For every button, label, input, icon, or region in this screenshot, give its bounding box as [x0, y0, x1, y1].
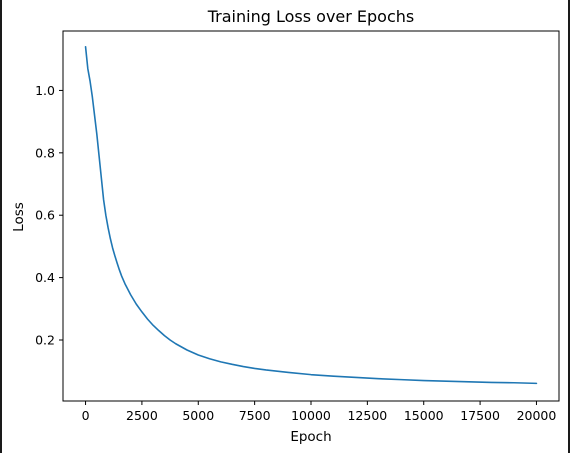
- window-frame-right: [568, 0, 570, 453]
- window-frame-left: [0, 0, 2, 453]
- x-tick-label-5: 12500: [347, 408, 387, 423]
- series-line-0: [84, 45, 538, 385]
- x-tick-label-6: 15000: [404, 408, 444, 423]
- x-tick-label-7: 17500: [460, 408, 500, 423]
- x-tick-label-2: 5000: [182, 408, 214, 423]
- y-axis-label: Loss: [11, 202, 27, 232]
- x-tick-label-1: 2500: [126, 408, 158, 423]
- y-tick-label-2: 0.6: [35, 208, 55, 223]
- y-tick-label-0: 0.2: [35, 333, 55, 348]
- x-tick-label-8: 20000: [517, 408, 557, 423]
- x-axis-label: Epoch: [290, 429, 331, 445]
- x-tick-label-0: 0: [82, 408, 90, 423]
- x-tick-label-4: 10000: [291, 408, 331, 423]
- x-tick-label-3: 7500: [239, 408, 271, 423]
- chart-title: Training Loss over Epochs: [207, 7, 415, 26]
- y-tick-label-1: 0.4: [35, 270, 55, 285]
- y-tick-label-3: 0.8: [35, 145, 55, 160]
- axes-frame: [62, 30, 560, 402]
- y-tick-label-4: 1.0: [35, 83, 55, 98]
- plot-area: 0 2500 5000 7500 10000 12500 15000 17500 20000 0.…: [35, 30, 560, 423]
